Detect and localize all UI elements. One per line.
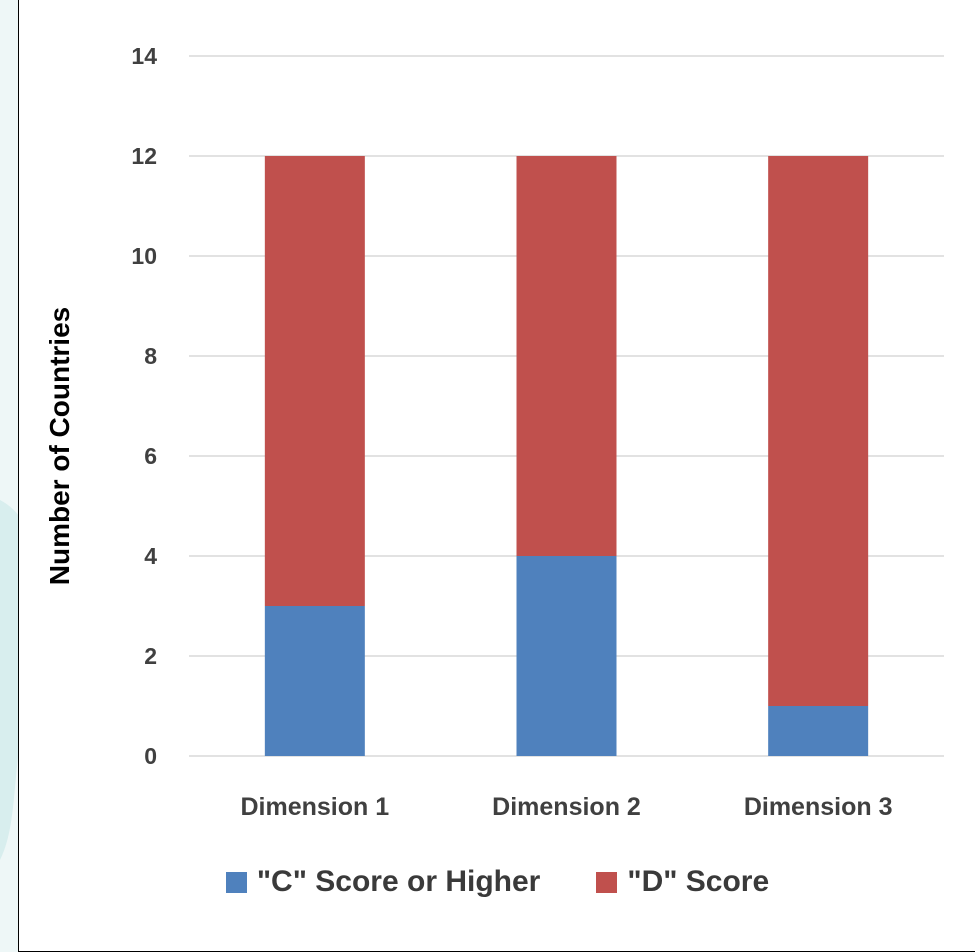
x-tick-label-2: Dimension 2: [492, 793, 641, 821]
y-tick-label-0: 0: [144, 743, 157, 769]
y-tick-label-6: 6: [144, 443, 157, 469]
y-axis-title: Number of Countries: [44, 307, 75, 585]
y-tick-label-4: 4: [144, 543, 157, 569]
y-tick-label-2: 2: [144, 643, 157, 669]
bar-d-score-2: [516, 156, 617, 556]
x-tick-labels: Dimension 1 Dimension 2 Dimension 3: [241, 793, 893, 821]
y-tick-label-14: 14: [131, 43, 157, 69]
y-tick-label-12: 12: [131, 143, 157, 169]
bars: [264, 156, 869, 756]
bar-d-score-1: [264, 156, 365, 606]
x-tick-label-3: Dimension 3: [744, 793, 893, 821]
y-tick-label-8: 8: [144, 343, 157, 369]
legend-label-d-score: "D" Score: [627, 865, 770, 898]
x-tick-label-1: Dimension 1: [241, 793, 390, 821]
legend-item-c-score: "C" Score or Higher: [225, 865, 541, 899]
legend-label-c-score: "C" Score or Higher: [256, 865, 541, 898]
legend-swatch-c-score: [225, 871, 247, 893]
legend: "C" Score or Higher "D" Score: [19, 860, 975, 904]
bar-c-score-1: [264, 606, 365, 756]
y-tick-label-10: 10: [131, 243, 157, 269]
legend-swatch-d-score: [596, 871, 618, 893]
chart-frame: 0 2 4 6 8 10 12 14 Dimension 1 Dimension 2 Dimens…: [18, 0, 975, 952]
legend-item-d-score: "D" Score: [596, 865, 769, 899]
bar-c-score-2: [516, 556, 617, 756]
y-tick-labels: 0 2 4 6 8 10 12 14: [131, 43, 157, 769]
bar-c-score-3: [768, 706, 869, 756]
bar-d-score-3: [768, 156, 869, 706]
